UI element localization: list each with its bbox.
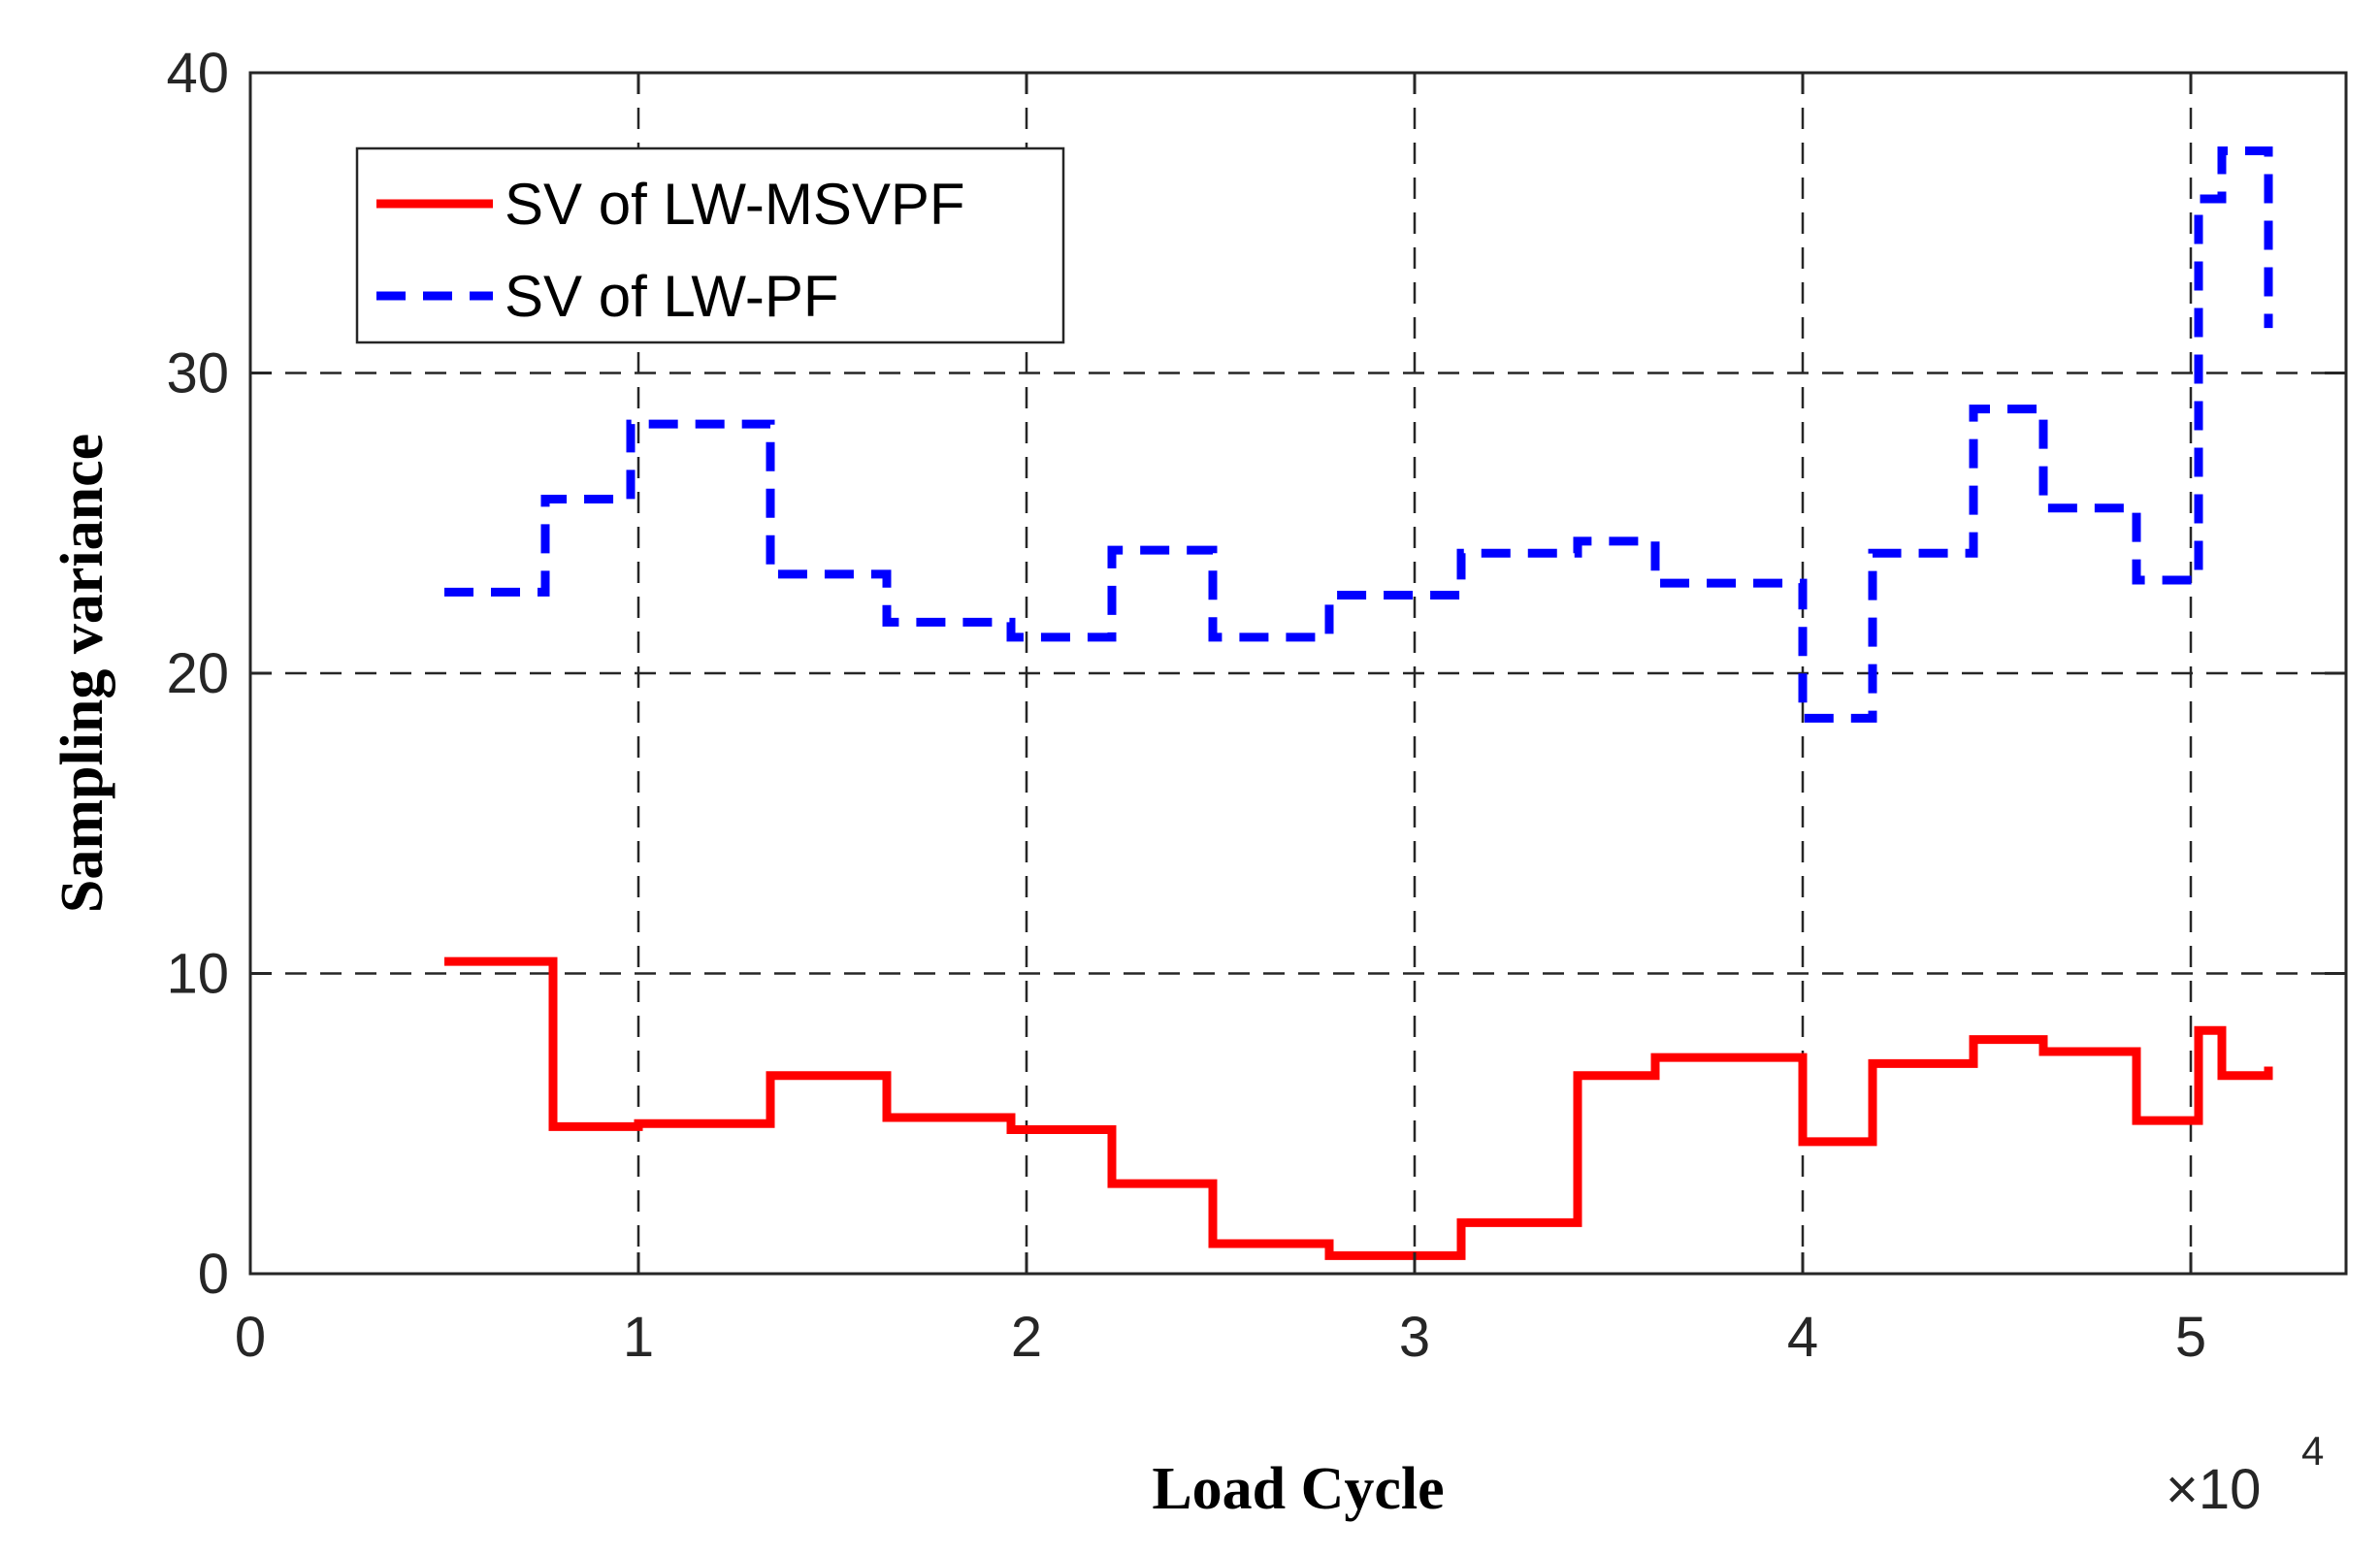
x-axis-label: Load Cycle	[1152, 1456, 1444, 1522]
grid-lines	[250, 73, 2346, 1274]
legend-label-lw-pf: SV of LW-PF	[505, 264, 839, 329]
y-tick-label-3: 30	[166, 342, 229, 405]
tick-marks	[248, 71, 2346, 1276]
x-tick-label-3: 3	[1399, 1306, 1430, 1369]
x-tick-label-5: 5	[2175, 1306, 2206, 1369]
y-tick-label-1: 10	[166, 943, 229, 1006]
y-tick-label-0: 0	[198, 1243, 229, 1306]
x-tick-label-2: 2	[1011, 1306, 1042, 1369]
series-layer	[443, 146, 2273, 1260]
legend: SV of LW-MSVPF SV of LW-PF	[355, 146, 1065, 344]
series-line-0	[444, 956, 2273, 1260]
x-tick-labels: 0 1 2 3 4 5	[235, 1306, 2206, 1369]
x-multiplier-base: ×10	[2166, 1458, 2261, 1521]
y-axis-label: Sampling variance	[49, 434, 115, 913]
y-tick-labels: 0 10 20 30 40	[166, 42, 229, 1306]
legend-box	[355, 146, 1065, 344]
x-tick-label-4: 4	[1787, 1306, 1818, 1369]
y-tick-label-2: 20	[166, 642, 229, 705]
x-tick-label-1: 1	[623, 1306, 654, 1369]
x-axis-multiplier: ×10 4	[2166, 1428, 2324, 1521]
series-line-1	[444, 146, 2273, 723]
y-tick-label-4: 40	[166, 42, 229, 105]
x-tick-label-0: 0	[235, 1306, 266, 1369]
legend-label-lw-msvpf: SV of LW-MSVPF	[505, 172, 965, 237]
x-multiplier-exponent: 4	[2301, 1428, 2324, 1474]
